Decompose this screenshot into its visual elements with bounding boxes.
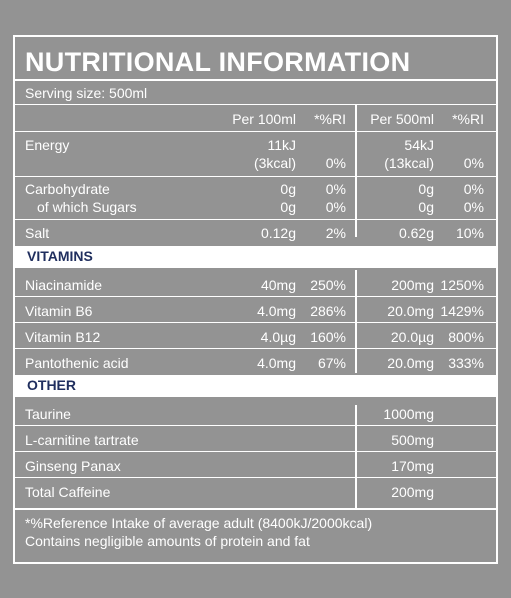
energy-per100-kcal: (3kcal) — [253, 155, 296, 171]
vitamin-ri500: 800% — [448, 329, 484, 345]
other-section-header: OTHER — [15, 375, 496, 397]
sugars-ri100: 0% — [325, 199, 346, 215]
sugars-ri500: 0% — [463, 199, 484, 215]
vitamin-per500: 20.0mg — [387, 303, 434, 319]
vitamin-per500: 200mg — [391, 277, 434, 293]
header-per-500ml: Per 500ml — [370, 111, 434, 127]
vitamin-label: Niacinamide — [25, 277, 103, 293]
other-label: Taurine — [25, 406, 71, 422]
energy-per500-kcal: (13kcal) — [384, 155, 434, 171]
other-heading: OTHER — [27, 377, 76, 393]
vitamin-per100: 4.0µg — [260, 329, 296, 345]
header-ri-500ml: *%RI — [452, 111, 484, 127]
salt-ri500: 10% — [455, 225, 484, 241]
serving-size: Serving size: 500ml — [25, 85, 148, 101]
vitamin-per100: 40mg — [260, 277, 296, 293]
divider — [15, 219, 496, 220]
energy-ri500: 0% — [463, 155, 484, 171]
divider — [15, 104, 496, 105]
footnote-reference-intake: *%Reference Intake of average adult (840… — [25, 515, 373, 531]
carbohydrate-ri500: 0% — [463, 181, 484, 197]
footnote-negligible: Contains negligible amounts of protein a… — [25, 533, 310, 549]
vitamin-per500: 20.0µg — [390, 329, 434, 345]
other-label: L-carnitine tartrate — [25, 432, 139, 448]
column-divider — [355, 105, 357, 237]
sugars-per100: 0g — [280, 199, 296, 215]
column-divider — [355, 405, 357, 508]
vitamin-ri500: 333% — [448, 355, 484, 371]
vitamins-heading: VITAMINS — [27, 248, 93, 264]
header-ri-100ml: *%RI — [314, 111, 346, 127]
divider — [15, 131, 496, 132]
vitamin-ri100: 67% — [317, 355, 346, 371]
other-per500: 500mg — [391, 432, 434, 448]
salt-label: Salt — [25, 225, 50, 241]
sugars-per500: 0g — [418, 199, 434, 215]
divider — [15, 508, 496, 510]
energy-per100-kj: 11kJ — [267, 137, 296, 153]
divider — [15, 296, 496, 297]
salt-ri100: 2% — [325, 225, 346, 241]
other-per500: 1000mg — [383, 406, 434, 422]
vitamin-label: Pantothenic acid — [25, 355, 129, 371]
vitamin-per100: 4.0mg — [257, 303, 296, 319]
sugars-label: of which Sugars — [37, 199, 137, 215]
vitamin-ri500: 1250% — [440, 277, 484, 293]
salt-per100: 0.12g — [260, 225, 296, 241]
vitamin-label: Vitamin B12 — [25, 329, 101, 345]
energy-label: Energy — [25, 137, 70, 153]
energy-ri100: 0% — [325, 155, 346, 171]
column-divider — [355, 270, 357, 373]
divider — [15, 477, 496, 478]
vitamin-per500: 20.0mg — [387, 355, 434, 371]
other-label: Total Caffeine — [25, 484, 111, 500]
vitamin-ri500: 1429% — [440, 303, 484, 319]
vitamin-ri100: 286% — [310, 303, 346, 319]
vitamin-ri100: 250% — [310, 277, 346, 293]
salt-per500: 0.62g — [398, 225, 434, 241]
header-per-100ml: Per 100ml — [232, 111, 296, 127]
energy-per500-kj: 54kJ — [404, 137, 434, 153]
carbohydrate-label: Carbohydrate — [25, 181, 110, 197]
other-per500: 200mg — [391, 484, 434, 500]
other-per500: 170mg — [391, 458, 434, 474]
divider — [15, 79, 496, 81]
carbohydrate-per500: 0g — [418, 181, 434, 197]
other-label: Ginseng Panax — [25, 458, 121, 474]
divider — [15, 322, 496, 323]
divider — [15, 425, 496, 426]
vitamin-per100: 4.0mg — [257, 355, 296, 371]
divider — [15, 176, 496, 177]
panel-title: NUTRITIONAL INFORMATION — [25, 47, 411, 77]
vitamins-section-header: VITAMINS — [15, 246, 496, 268]
divider — [15, 451, 496, 452]
nutrition-panel: NUTRITIONAL INFORMATION Serving size: 50… — [13, 35, 498, 564]
vitamin-label: Vitamin B6 — [25, 303, 93, 319]
carbohydrate-ri100: 0% — [325, 181, 346, 197]
divider — [15, 348, 496, 349]
carbohydrate-per100: 0g — [280, 181, 296, 197]
vitamin-ri100: 160% — [310, 329, 346, 345]
